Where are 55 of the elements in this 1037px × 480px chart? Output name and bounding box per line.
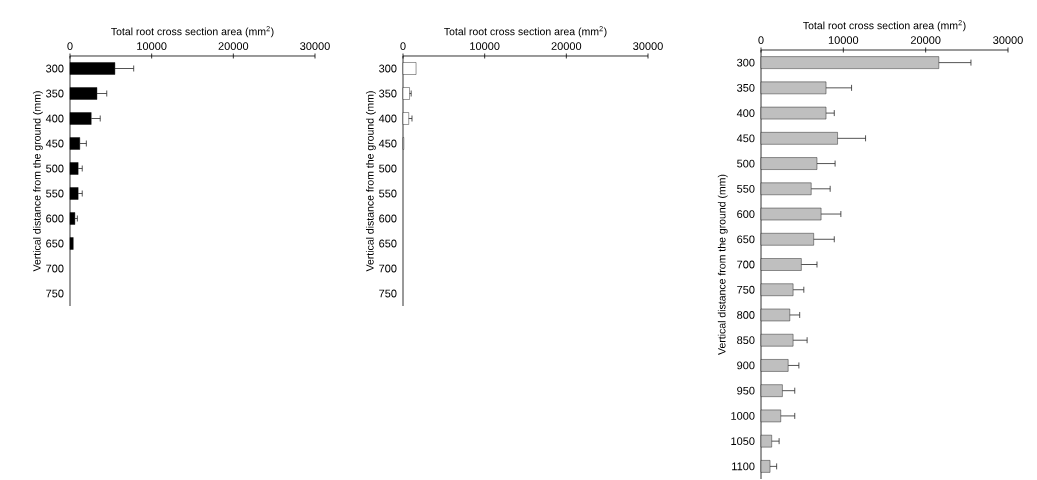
y-tick-label: 700 — [379, 264, 397, 273]
y-tick-label: 1000 — [731, 412, 755, 420]
y-tick-label: 750 — [46, 289, 64, 298]
x-tick-label: 20000 — [218, 42, 249, 50]
y-tick-label: 800 — [737, 311, 755, 319]
y-tick-label: 600 — [379, 214, 397, 223]
x-axis-title: Total root cross section area (mm$^{2}$) — [803, 20, 966, 32]
y-axis-title: Vertical distance from the ground (mm) — [717, 174, 728, 355]
y-tick-label: 600 — [737, 210, 755, 218]
x-tick-label: 30000 — [633, 42, 663, 50]
y-tick-label: 750 — [379, 289, 397, 298]
y-tick-label: 500 — [379, 164, 397, 173]
y-tick-label: 450 — [736, 134, 755, 143]
y-tick-label: 650 — [46, 239, 64, 248]
x-tick-label: 10000 — [470, 42, 500, 50]
x-tick-label: 30000 — [993, 36, 1023, 44]
y-axis-title: Vertical distance from the ground (mm) — [365, 91, 376, 272]
y-tick-label: 500 — [46, 164, 64, 173]
y-tick-label: 650 — [737, 235, 755, 244]
x-tick-label: 10000 — [137, 42, 167, 50]
y-tick-label: 300 — [737, 58, 755, 67]
x-tick-label: 0 — [400, 42, 406, 50]
y-tick-label: 400 — [736, 109, 755, 117]
y-tick-label: 550 — [46, 189, 64, 198]
y-tick-label: 950 — [737, 386, 755, 395]
x-tick-label: 30000 — [300, 42, 330, 50]
y-tick-label: 450 — [45, 139, 64, 148]
y-tick-label: 500 — [737, 159, 755, 168]
x-axis-title: Total root cross section area (mm$^{2}$) — [111, 26, 274, 38]
y-tick-label: 300 — [379, 64, 397, 73]
y-tick-label: 900 — [737, 361, 755, 370]
x-tick-label: 20000 — [551, 42, 582, 50]
y-tick-label: 850 — [737, 336, 755, 345]
x-tick-label: 0 — [758, 36, 764, 44]
y-tick-label: 350 — [379, 89, 397, 98]
y-tick-label: 400 — [45, 114, 64, 123]
y-tick-label: 650 — [379, 239, 397, 248]
y-tick-label: 450 — [378, 139, 397, 148]
y-tick-label: 550 — [737, 184, 755, 193]
x-tick-label: 10000 — [828, 36, 859, 44]
x-tick-label: 0 — [67, 42, 73, 50]
y-tick-label: 350 — [737, 83, 755, 92]
y-tick-label: 550 — [379, 189, 397, 198]
y-tick-label: 300 — [46, 64, 64, 73]
y-tick-label: 700 — [46, 264, 64, 273]
y-tick-label: 600 — [46, 214, 64, 223]
y-tick-label: 350 — [46, 89, 64, 98]
y-tick-label: 700 — [737, 260, 755, 269]
x-tick-label: 20000 — [910, 36, 941, 44]
x-axis-title: Total root cross section area (mm$^{2}$) — [444, 26, 607, 38]
y-tick-label: 1050 — [731, 437, 755, 446]
y-tick-label: 1100 — [732, 462, 755, 471]
y-tick-label: 400 — [378, 114, 397, 123]
y-tick-label: 750 — [737, 285, 755, 294]
y-axis-title: Vertical distance from the ground (mm) — [32, 91, 43, 272]
